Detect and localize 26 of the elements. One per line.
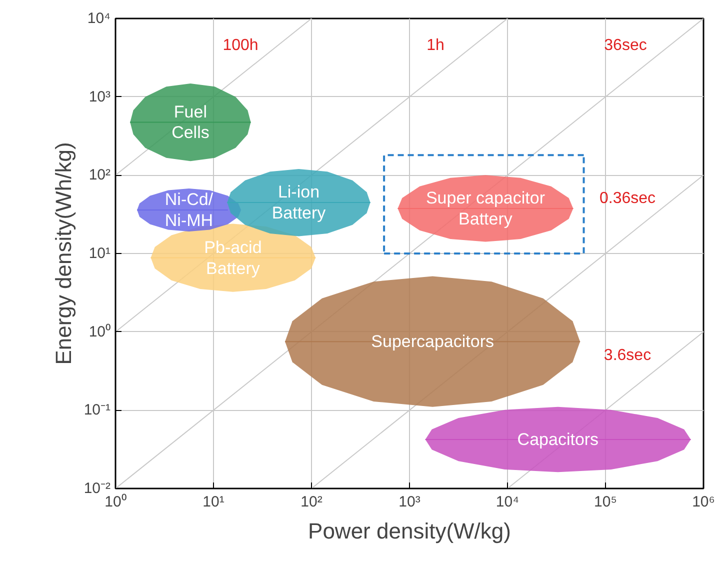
- y-tick-label: 10²: [88, 166, 111, 184]
- series-label: Capacitors: [517, 430, 599, 450]
- series-label: Supercapacitors: [371, 332, 494, 352]
- x-tick-label: 10³: [398, 494, 420, 510]
- series-label: Super capacitor Battery: [426, 188, 546, 228]
- y-tick-label: 10⁻¹: [84, 402, 111, 419]
- annotation: 36sec: [604, 37, 647, 54]
- y-tick-label: 10³: [88, 88, 111, 106]
- series-label: Fuel Cells: [172, 102, 210, 142]
- annotation: 1h: [426, 37, 444, 54]
- x-tick-label: 10²: [300, 494, 322, 510]
- annotation: 100h: [222, 37, 258, 54]
- y-axis-title: Energy density(Wh/kg): [50, 142, 76, 365]
- x-tick-label: 10¹: [202, 494, 224, 510]
- series-label: Pb-acid Battery: [204, 238, 262, 278]
- x-axis-title: Power density(W/kg): [308, 518, 511, 544]
- annotation: 0.36sec: [599, 190, 656, 207]
- annotation: 3.6sec: [604, 347, 652, 364]
- x-tick-label: 10⁵: [594, 494, 617, 510]
- series-label: Li-ion Battery: [272, 182, 326, 223]
- y-tick-label: 10⁴: [87, 10, 111, 27]
- y-tick-label: 10¹: [88, 245, 111, 262]
- x-tick-label: 10⁶: [692, 494, 715, 510]
- x-tick-label: 10⁴: [496, 494, 520, 510]
- y-tick-label: 10⁰: [88, 323, 111, 340]
- series-label: Ni-Cd/ Ni-MH: [164, 190, 214, 230]
